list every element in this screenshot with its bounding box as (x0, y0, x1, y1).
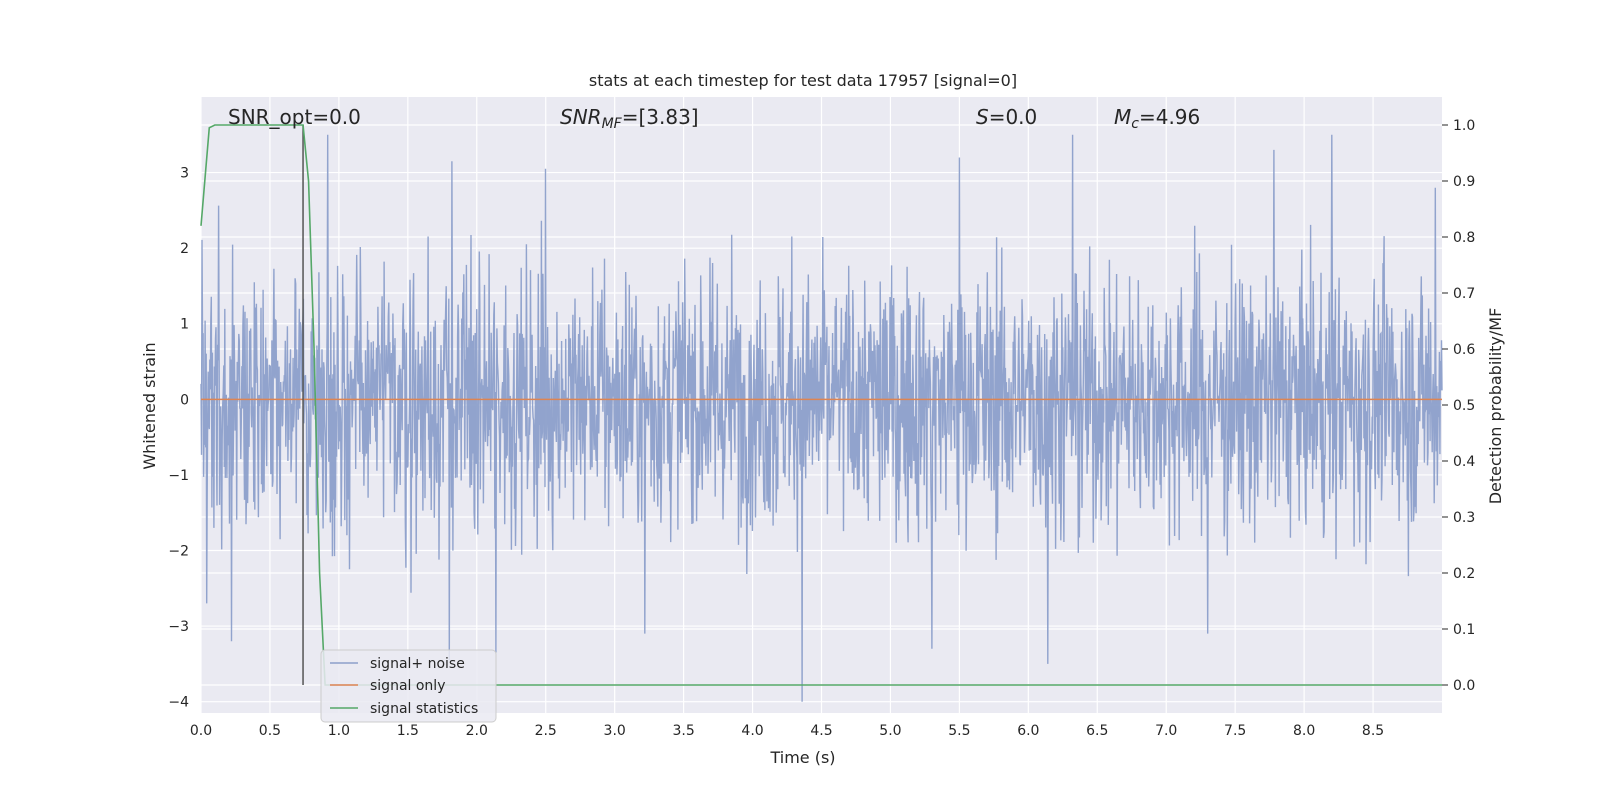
x-tick-label: 4.0 (741, 723, 763, 739)
y2-tick-label: 0.0 (1453, 678, 1475, 694)
x-tick-label: 8.5 (1362, 723, 1384, 739)
x-tick-label: 8.0 (1293, 723, 1315, 739)
y2-tick-label: 0.8 (1453, 230, 1475, 246)
y2-tick-label: 0.5 (1453, 398, 1475, 414)
x-tick-label: 6.5 (1086, 723, 1108, 739)
y-tick-label: 2 (180, 241, 189, 257)
y2-tick-label: 0.7 (1453, 286, 1475, 302)
x-tick-label: 5.5 (948, 723, 970, 739)
x-tick-label: 2.5 (535, 723, 557, 739)
y2-tick-label: 0.6 (1453, 342, 1475, 358)
line-signal-statistics (200, 124, 1442, 686)
y2-tick-label: 0.2 (1453, 566, 1475, 582)
x-tick-label: 3.5 (672, 723, 694, 739)
annotation-mc: Mc=4.96 (1114, 105, 1200, 132)
x-axis-ticks: 0.0 0.5 1.0 1.5 2.0 2.5 3.0 3.5 4.0 4.5 5.0 5.5 6.0 6… (190, 723, 1384, 739)
annotation-snr-mf-main: SNR (560, 105, 602, 129)
y2-tick-label: 0.4 (1453, 454, 1475, 470)
annotation-s-label: S (976, 105, 989, 129)
line-signal-noise (200, 134, 1443, 702)
annotation-mc-value: =4.96 (1139, 105, 1200, 129)
y2-tick-label: 0.1 (1453, 622, 1475, 638)
annotation-s-value: =0.0 (989, 105, 1038, 129)
annotation-snr-mf: SNRMF=[3.83] (560, 105, 699, 132)
y-tick-label: −1 (168, 468, 189, 484)
x-tick-label: 0.5 (259, 723, 281, 739)
x-tick-label: 0.0 (190, 723, 212, 739)
y-tick-label: −3 (168, 619, 189, 635)
x-axis-label: Time (s) (769, 748, 835, 767)
legend-entry-signal-noise: signal+ noise (370, 656, 465, 672)
y-tick-label: 1 (180, 317, 189, 333)
y-tick-label: 3 (180, 166, 189, 182)
x-tick-label: 4.5 (810, 723, 832, 739)
x-tick-label: 6.0 (1017, 723, 1039, 739)
annotation-snr-opt: SNR_opt=0.0 (228, 105, 361, 129)
x-tick-label: 1.5 (397, 723, 419, 739)
y2-tick-label: 0.9 (1453, 174, 1475, 190)
x-tick-label: 2.0 (466, 723, 488, 739)
x-tick-label: 5.0 (879, 723, 901, 739)
y-tick-label: 0 (180, 392, 189, 408)
y2-axis-ticks: 0.0 0.1 0.2 0.3 0.4 0.5 0.6 0.7 0.8 0.9 1.0 (1442, 118, 1475, 694)
annotation-mc-sub: c (1131, 116, 1139, 132)
legend-box (320, 649, 497, 723)
legend-entry-signal-statistics: signal statistics (370, 701, 478, 717)
y2-axis-label: Detection probability/MF (1486, 308, 1505, 505)
y-tick-label: −4 (168, 695, 189, 711)
y-axis-label: Whitened strain (140, 342, 159, 469)
series-lines (200, 124, 1442, 686)
y-axis-ticks: −4 −3 −2 −1 0 1 2 3 (168, 166, 189, 711)
y2-tick-label: 0.3 (1453, 510, 1475, 526)
legend: signal+ noise signal only signal statist… (320, 649, 497, 723)
chart-title: stats at each timestep for test data 179… (589, 71, 1017, 90)
legend-entry-signal-only: signal only (370, 678, 445, 694)
y-tick-label: −2 (168, 543, 189, 559)
annotation-snr-mf-value: =[3.83] (622, 105, 699, 129)
y2-tick-label: 1.0 (1453, 118, 1475, 134)
series-signal-noise (200, 134, 1443, 702)
x-tick-label: 3.0 (604, 723, 626, 739)
annotation-s: S=0.0 (976, 105, 1037, 129)
x-tick-label: 7.0 (1155, 723, 1177, 739)
x-tick-label: 1.0 (328, 723, 350, 739)
annotation-snr-mf-sub: MF (602, 116, 623, 132)
x-tick-label: 7.5 (1224, 723, 1246, 739)
annotation-mc-label: M (1114, 105, 1131, 129)
